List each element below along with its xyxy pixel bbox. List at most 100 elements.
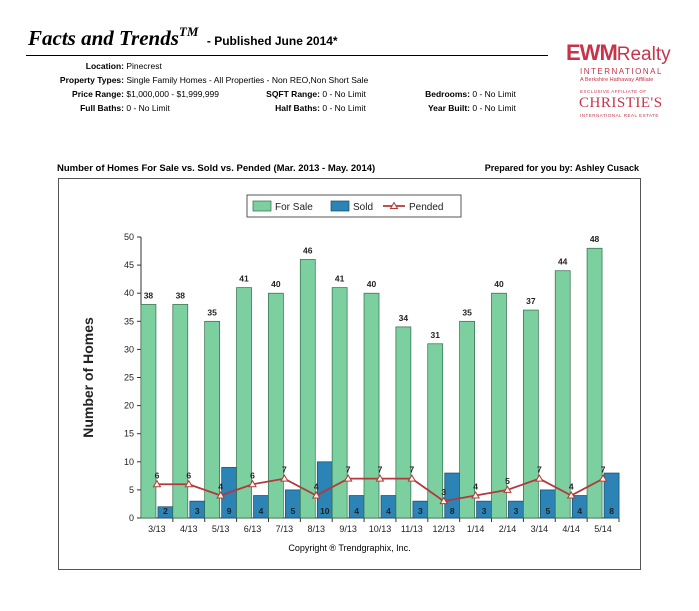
realty-word: Realty [616,44,671,65]
pended-value-label: 5 [505,476,510,486]
trademark: TM [178,24,199,39]
for-sale-value-label: 40 [271,279,281,289]
info-price: Price Range: $1,000,000 - $1,999,999 [0,89,219,99]
pended-point [439,496,449,505]
pended-value-label: 4 [569,482,574,492]
for-sale-value-label: 38 [144,290,154,300]
y-tick-label: 35 [124,316,134,326]
info-yearbuilt: Year Built: 0 - No Limit [400,103,516,113]
x-tick-label: 1/14 [467,524,485,534]
for-sale-bar [491,292,507,519]
for-sale-value-label: 35 [207,307,217,317]
bedrooms-value: 0 - No Limit [472,89,516,99]
x-tick-label: 10/13 [369,524,392,534]
sold-value-label: 10 [320,506,330,516]
pended-point [471,491,480,499]
price-label: Price Range: [72,89,124,99]
x-tick-label: 12/13 [432,524,455,534]
pended-point [216,491,226,499]
sold-bar [603,472,620,519]
for-sale-bar [140,304,157,519]
x-tick-label: 11/13 [401,524,423,534]
y-tick-label: 0 [129,513,134,523]
y-tick-label: 45 [124,260,134,270]
for-sale-bar [554,270,571,519]
pended-value-label: 7 [409,465,414,475]
chart-container: 0 5 10 15 20 25 30 35 40 45 50 Number of Homes 3/13 3… [58,178,641,570]
for-sale-value-label: 41 [239,274,249,284]
sold-value-label: 5 [291,506,296,516]
yearbuilt-value: 0 - No Limit [472,103,516,113]
pended-value-label: 4 [314,482,319,492]
sold-value-label: 4 [577,506,582,516]
ewm-mark: EWM [566,40,618,65]
for-sale-value-label: 38 [176,290,186,300]
y-tick-label: 20 [124,401,134,411]
legend-pended-marker [389,201,399,209]
yearbuilt-label: Year Built: [427,103,470,113]
x-tick-label: 8/13 [308,524,326,534]
sqft-value: 0 - No Limit [322,89,366,99]
copyright: Copyright ® Trendgraphix, Inc. [288,543,411,553]
bedrooms-label: Bedrooms: [425,89,470,99]
price-value: $1,000,000 - $1,999,999 [126,89,220,99]
sold-value-label: 3 [195,506,200,516]
for-sale-bar [172,304,189,519]
x-tick-label: 4/13 [180,524,198,534]
y-tick-label: 25 [124,373,134,383]
halfbaths-value: 0 - No Limit [322,103,366,113]
pended-value-label: 7 [537,465,542,475]
logo-exclusive: EXCLUSIVE AFFILIATE OF [580,89,647,94]
legend-sold-label: Sold [353,202,373,213]
logo-international: INTERNATIONAL [580,67,663,76]
for-sale-value-label: 40 [494,279,504,289]
sold-value-label: 9 [227,506,232,516]
y-tick-label: 50 [124,232,134,242]
prepared-for: Prepared for you by: Ashley Cusack [484,163,639,173]
for-sale-bar [236,287,252,519]
x-tick-label: 2/14 [499,524,517,534]
pended-point [375,474,385,482]
pended-value-label: 6 [155,470,160,480]
pended-value-label: 7 [282,465,287,475]
title-text: Facts and Trends [28,26,179,50]
legend-box [246,194,462,218]
for-sale-value-label: 31 [430,330,440,340]
x-tick-label: 3/14 [531,524,549,534]
pended-value-label: 3 [441,487,446,497]
for-sale-bar [363,292,380,519]
pended-point [503,485,512,493]
for-sale-value-label: 46 [303,245,313,255]
info-types: Property Types: Single Family Homes - Al… [0,75,368,85]
y-tick-label: 15 [124,429,134,439]
pended-point [534,474,544,482]
title-rule [26,55,548,56]
info-location: Location: Pinecrest [0,61,162,71]
sold-value-label: 8 [450,506,455,516]
for-sale-value-label: 40 [367,279,377,289]
x-tick-label: 3/13 [148,524,166,534]
for-sale-bar [459,320,475,519]
y-tick-label: 10 [124,457,134,467]
for-sale-value-label: 35 [462,307,472,317]
legend-for-sale-swatch [252,200,272,212]
info-sqft: SQFT Range: 0 - No Limit [200,89,366,99]
sold-value-label: 4 [259,506,264,516]
x-tick-label: 9/13 [339,524,357,534]
legend-for-sale-label: For Sale [275,202,313,213]
logo-christies: CHRISTIE'S [579,95,663,111]
sold-value-label: 3 [514,506,519,516]
pended-point [311,491,321,499]
legend-pended-label: Pended [409,202,443,213]
y-tick-label: 40 [124,288,134,298]
sold-value-label: 4 [354,506,359,516]
y-axis-title: Number of Homes [80,317,96,438]
pended-point [598,474,608,482]
for-sale-bar [395,326,412,519]
x-tick-label: 5/13 [212,524,230,534]
sold-value-label: 8 [609,506,614,516]
for-sale-value-label: 41 [335,274,345,284]
y-tick-label: 30 [124,344,134,354]
for-sale-bar [268,292,284,519]
